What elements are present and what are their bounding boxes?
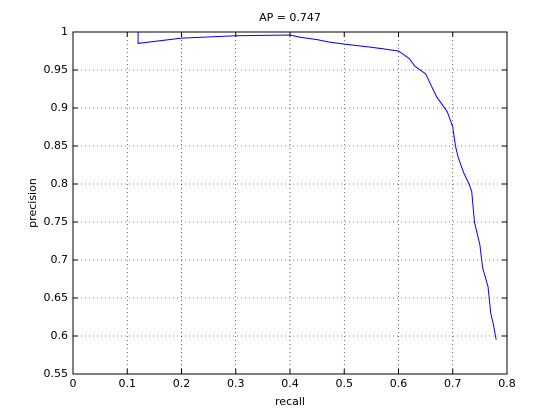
y-tick-label: 0.55	[44, 367, 69, 380]
x-tick-label: 0	[70, 377, 77, 390]
y-tick-label: 0.75	[44, 215, 69, 228]
y-tick-label: 0.95	[44, 63, 69, 76]
y-axis-label: precision	[26, 178, 39, 228]
x-tick-label: 0.5	[336, 377, 354, 390]
x-tick-label: 0.1	[119, 377, 137, 390]
x-tick-label: 0.2	[173, 377, 191, 390]
x-tick-label: 0.3	[227, 377, 245, 390]
y-tick-label: 0.7	[51, 253, 69, 266]
plot-frame	[72, 31, 508, 375]
y-tick-label: 0.85	[44, 139, 69, 152]
x-tick-label: 0.6	[390, 377, 408, 390]
y-tick-label: 0.8	[51, 177, 69, 190]
y-tick-label: 0.9	[51, 101, 69, 114]
x-tick-label: 0.8	[498, 377, 516, 390]
x-tick-label: 0.4	[281, 377, 299, 390]
y-tick-label: 0.65	[44, 291, 69, 304]
y-tick-label: 0.6	[51, 329, 69, 342]
chart-title: AP = 0.747	[259, 11, 321, 24]
x-axis-label: recall	[275, 395, 305, 408]
x-tick-label: 0.7	[444, 377, 462, 390]
y-tick-label: 1	[61, 25, 68, 38]
pr-curve	[137, 32, 497, 340]
